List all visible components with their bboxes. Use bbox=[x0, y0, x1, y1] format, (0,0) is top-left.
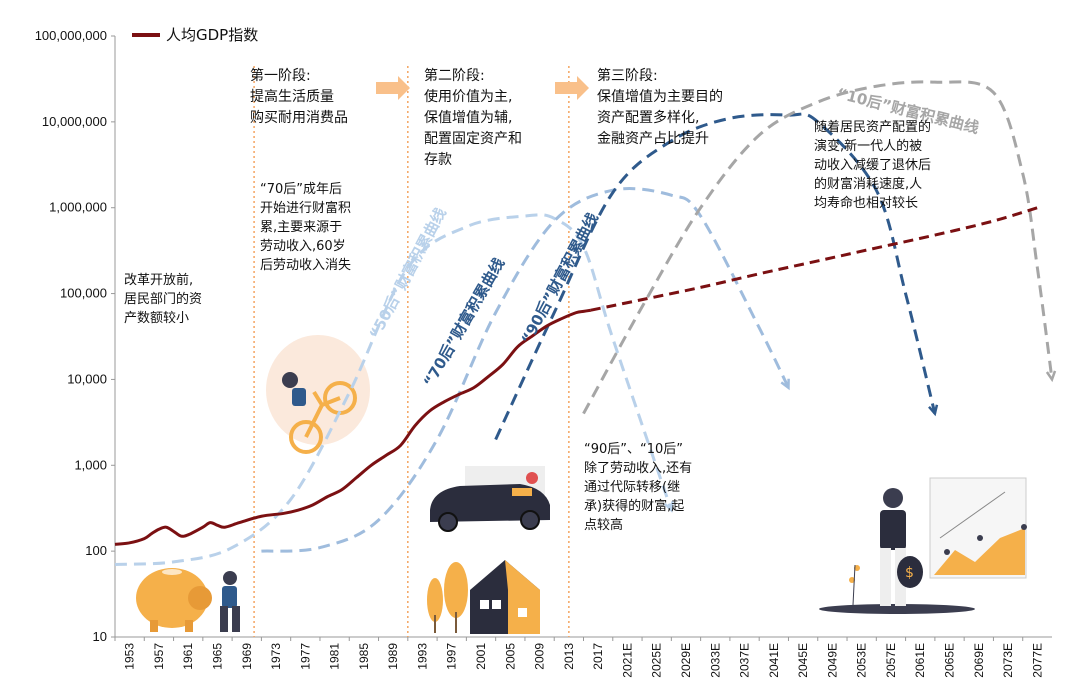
phase2-note: 第二阶段: 使用价值为主, 保值增值为辅, 配置固定资产和 存款 bbox=[424, 68, 522, 168]
phase-arrow-1 bbox=[376, 76, 410, 100]
bicycle-rider-icon bbox=[266, 335, 370, 454]
x-tick-label: 1965 bbox=[210, 643, 224, 670]
new-generation-note: 随着居民资产配置的 演变,新一代人的被 动收入减缓了退休后 的财富消耗速度,人 … bbox=[814, 120, 932, 211]
axes: 10 100 1,000 10,000 100,000 1,000,000 10,000,0… bbox=[35, 28, 1052, 678]
svg-text:$: $ bbox=[905, 565, 914, 581]
car-icon bbox=[430, 466, 550, 532]
wealth-curve-arrowhead bbox=[1045, 370, 1057, 383]
phase-dividers bbox=[253, 66, 570, 637]
x-tick-label: 2005 bbox=[503, 643, 517, 670]
y-tick-label: 1,000,000 bbox=[49, 200, 107, 215]
phase1-note: 第一阶段: 提高生活质量 购买耐用消费品 bbox=[250, 68, 348, 126]
x-tick-label: 2053E bbox=[855, 643, 869, 678]
x-tick-label: 2029E bbox=[679, 643, 693, 678]
x-tick-label: 2013 bbox=[562, 643, 576, 670]
wealth-curve-0 bbox=[114, 213, 673, 566]
y-tick-label: 10,000 bbox=[67, 371, 107, 386]
phase-arrow-2 bbox=[555, 76, 589, 100]
curve-label-90: “90后”财富积累曲线 bbox=[518, 210, 602, 347]
x-tick-label: 1981 bbox=[328, 643, 342, 670]
wealth-curve-arrowhead bbox=[928, 404, 939, 417]
y-tick-label: 100 bbox=[85, 543, 107, 558]
growth-board-icon bbox=[929, 477, 1027, 579]
gdp-series bbox=[114, 206, 1038, 546]
x-tick-label: 2033E bbox=[708, 643, 722, 678]
after90-10-note: “90后”、“10后” 除了劳动收入,还有 通过代际转移(继 承)获得的财富,起… bbox=[584, 442, 693, 533]
y-tick-label: 10 bbox=[93, 629, 107, 644]
x-tick-label: 2025E bbox=[650, 643, 664, 678]
y-tick-label: 1,000 bbox=[74, 457, 107, 472]
x-tick-label: 2077E bbox=[1030, 643, 1044, 678]
legend-swatch bbox=[132, 32, 160, 37]
wealth-curve-2 bbox=[494, 112, 937, 441]
y-tick-label: 100,000,000 bbox=[35, 28, 107, 43]
y-tick-label: 10,000,000 bbox=[42, 114, 107, 129]
after70-note: “70后”成年后 开始进行财富积 累,主要来源于 劳动收入,60岁 后劳动收入消… bbox=[260, 182, 352, 273]
x-tick-label: 1985 bbox=[357, 643, 371, 670]
gdp-forecast-line bbox=[590, 206, 1038, 312]
illustrations: $ bbox=[136, 335, 1027, 634]
x-tick-label: 1989 bbox=[386, 643, 400, 670]
wealth-curve-arrowhead bbox=[780, 378, 790, 391]
x-tick-label: 1953 bbox=[123, 643, 137, 670]
wealth-curve-1 bbox=[261, 187, 790, 553]
legend: 人均GDP指数 bbox=[132, 24, 258, 45]
x-tick-label: 2049E bbox=[825, 643, 839, 678]
x-tick-label: 2069E bbox=[972, 643, 986, 678]
wealth-curve-arrowhead bbox=[664, 501, 674, 513]
sitting-person-icon bbox=[220, 571, 240, 632]
x-tick-label: 2073E bbox=[1001, 643, 1015, 678]
x-tick-label: 1993 bbox=[415, 643, 429, 670]
x-tick-label: 2037E bbox=[738, 643, 752, 678]
wealth-curve-3 bbox=[582, 80, 1054, 415]
piggy-bank-icon bbox=[136, 568, 212, 632]
x-tick-label: 1997 bbox=[445, 643, 459, 670]
x-tick-label: 2041E bbox=[767, 643, 781, 678]
x-tick-label: 2001 bbox=[474, 643, 488, 670]
x-tick-label: 2057E bbox=[884, 643, 898, 678]
x-tick-label: 2061E bbox=[913, 643, 927, 678]
phase-arrows bbox=[376, 76, 589, 100]
x-tick-label: 1957 bbox=[152, 643, 166, 670]
x-tick-label: 1973 bbox=[269, 643, 283, 670]
y-tick-label: 100,000 bbox=[60, 286, 107, 301]
x-tick-label: 1977 bbox=[298, 643, 312, 670]
house-icon bbox=[427, 560, 540, 634]
phase3-note: 第三阶段: 保值增值为主要目的 资产配置多样化, 金融资产占比提升 bbox=[597, 68, 723, 147]
x-tick-label: 2045E bbox=[796, 643, 810, 678]
pre-reform-note: 改革开放前, 居民部门的资 产数额较小 bbox=[124, 273, 203, 326]
x-tick-label: 1961 bbox=[181, 643, 195, 670]
x-tick-label: 2065E bbox=[943, 643, 957, 678]
x-tick-label: 2017 bbox=[591, 643, 605, 670]
x-tick-label: 2021E bbox=[620, 643, 634, 678]
wealth-curves bbox=[114, 80, 1057, 566]
legend-label: 人均GDP指数 bbox=[166, 26, 259, 44]
money-bag-person-icon: $ bbox=[819, 488, 975, 614]
x-tick-label: 2009 bbox=[533, 643, 547, 670]
gdp-history-line bbox=[114, 308, 592, 546]
x-tick-label: 1969 bbox=[240, 643, 254, 670]
